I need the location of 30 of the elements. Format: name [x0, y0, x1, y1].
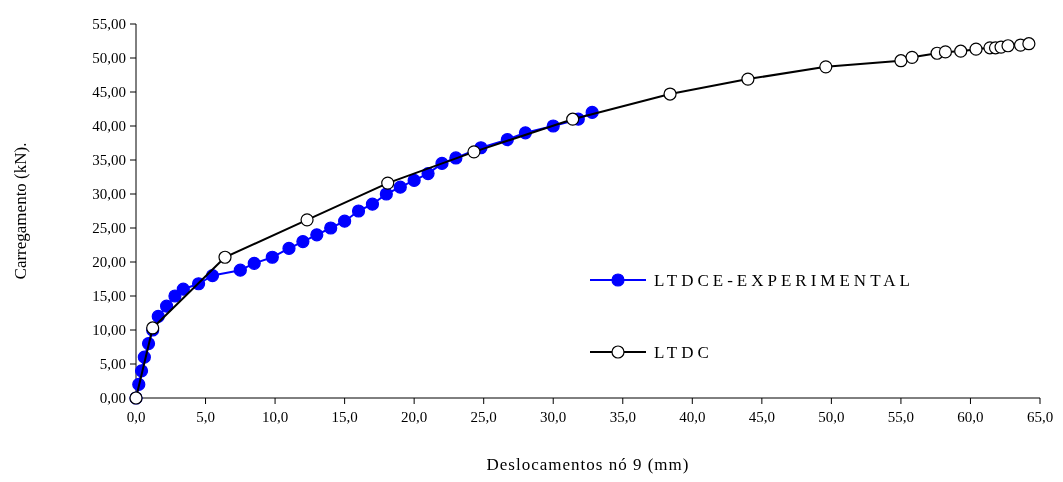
x-tick-label: 0,0: [126, 409, 146, 425]
y-tick-label: 40,00: [92, 118, 126, 134]
legend-label: LTDC: [654, 343, 713, 362]
y-tick-label: 0,00: [99, 390, 126, 406]
x-tick-label: 40,0: [679, 409, 706, 425]
x-tick-label: 30,0: [540, 409, 567, 425]
x-tick-label: 55,0: [887, 409, 915, 425]
x-tick-label: 35,0: [609, 409, 636, 425]
legend-label: LTDCE-EXPERIMENTAL: [654, 271, 914, 290]
y-tick-label: 35,00: [92, 152, 126, 168]
y-tick-label: 5,00: [99, 356, 126, 372]
y-tick-label: 50,00: [92, 50, 126, 66]
x-axis-title: Deslocamentos nó 9 (mm): [486, 455, 690, 474]
x-tick-label: 50,0: [818, 409, 845, 425]
y-tick-label: 30,00: [92, 186, 126, 202]
x-tick-label: 10,0: [261, 409, 289, 425]
x-tick-label: 25,0: [470, 409, 497, 425]
y-tick-label: 55,00: [92, 16, 126, 32]
y-tick-label: 20,00: [92, 254, 126, 270]
y-tick-label: 25,00: [92, 220, 126, 236]
y-tick-label: 10,00: [92, 322, 126, 338]
x-tick-label: 5,0: [196, 409, 215, 425]
x-tick-label: 45,0: [748, 409, 775, 425]
x-tick-label: 65,0: [1026, 409, 1054, 425]
y-axis-title: Carregamento (kN).: [11, 142, 30, 280]
x-tick-label: 15,0: [331, 409, 358, 425]
y-tick-label: 45,00: [92, 84, 126, 100]
x-tick-label: 20,0: [401, 409, 428, 425]
y-tick-label: 15,00: [92, 288, 126, 304]
x-tick-label: 60,0: [957, 409, 984, 425]
